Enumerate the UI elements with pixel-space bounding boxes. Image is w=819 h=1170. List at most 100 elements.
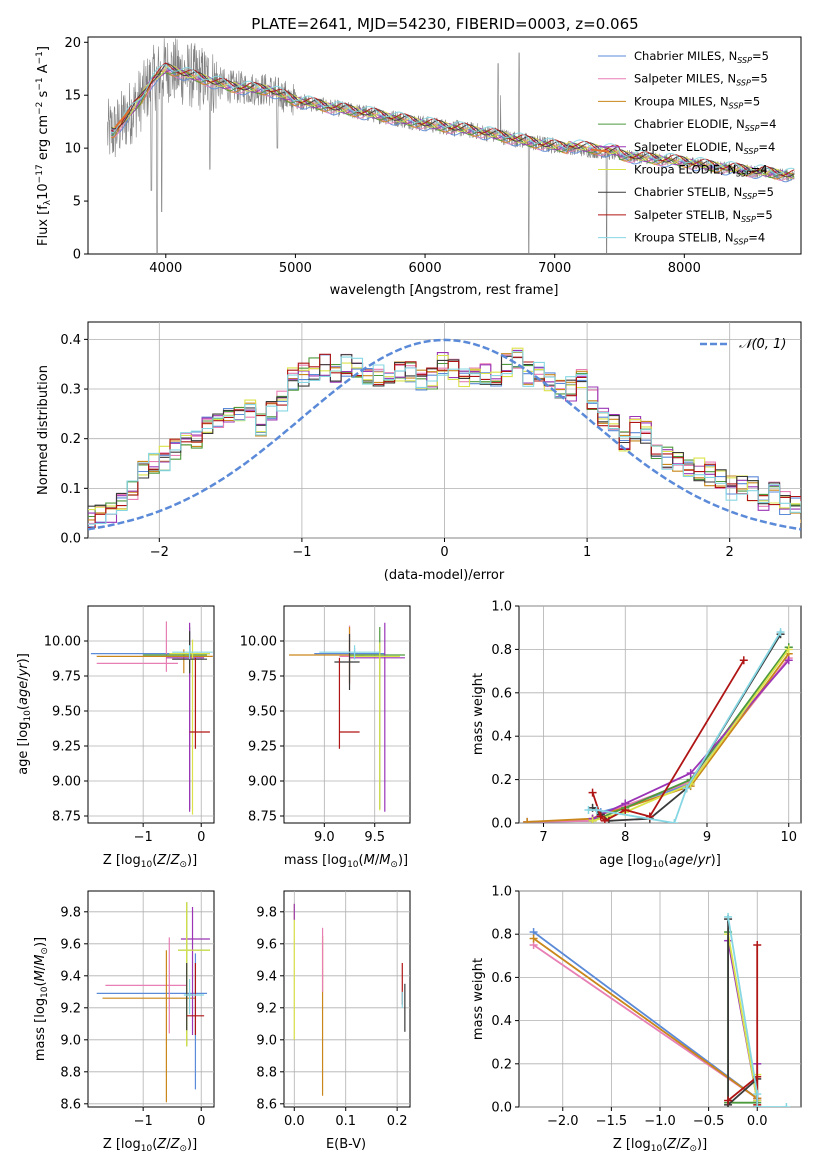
errorbar-point [96,621,178,672]
x-tick-label: 4000 [149,261,182,276]
x-tick-label: 7000 [538,261,571,276]
mass-vs-Z-panel: −1 0 8.6 8.8 9.0 9.2 9.4 9.6 9.8 Z [log10(Z/Z⊙)]… [33,890,215,1154]
y-tick-label: 1.0 [491,885,512,900]
legend-entry: Chabrier ELODIE, NSSP=4 [634,117,776,133]
errorbar-point [183,979,205,1015]
svg-text:E(B-V): E(B-V) [326,1137,366,1152]
svg-text:𝒩(0, 1): 𝒩(0, 1) [739,337,786,352]
errorbar-point [186,963,205,1035]
mass-weight-vs-Z-panel: −2.0 −1.5 −1.0 −0.5 0.0 0.0 0.2 0.4 0.6 0.8 1.0 Z … [471,885,802,1154]
mass-weight-line [527,653,790,823]
model-segment [590,148,610,153]
y-tick-label: 0.0 [491,817,512,832]
errorbar-point [102,950,196,1103]
y-tick-label: 9.6 [256,937,277,952]
y-tick-label: 9.2 [256,1001,277,1016]
x-tick-label: 0.1 [335,1114,356,1129]
plus-marker [724,912,733,921]
model-spectrum [111,62,795,176]
residuals-legend: 𝒩(0, 1) [700,337,786,352]
plot-area [90,621,213,815]
plus-marker [670,819,679,823]
y-tick-label: 20 [64,36,81,51]
errorbar-point [189,657,210,749]
y-tick-label: 0.0 [491,1101,512,1116]
plus-marker [600,816,609,823]
legend-entry: Salpeter MILES, NSSP=5 [634,72,768,88]
age-vs-mass-panel: 9.0 9.5 8.75 9.00 9.25 9.50 9.75 10.00 mass [lo… [240,605,411,870]
x-tick-label: −2 [150,545,169,560]
plot-area [107,38,795,254]
legend-entry: Kroupa ELODIE, NSSP=4 [634,163,768,179]
plot-area [289,622,405,812]
spectrum-ylabel: Flux [fλ10−17 erg cm−2 s−1 A−1] [35,46,53,246]
plus-marker [596,812,605,821]
spectrum-panel: 4000 5000 6000 7000 8000 0 5 10 15 20 wavelength … [35,36,802,298]
mass-weight-line [592,648,790,822]
x-tick-label: −1 [134,830,153,845]
svg-text:mass weight: mass weight [471,673,486,755]
x-tick-label: 0 [197,830,205,845]
residuals-ylabel: Normed distribution [36,365,51,495]
plus-marker [523,817,532,823]
x-tick-label: 9 [703,830,711,845]
y-tick-label: 9.0 [60,1033,81,1048]
plot-area [88,338,801,531]
age-vs-Z-panel: −1 0 8.75 9.00 9.25 9.50 9.75 10.00 Z [log10(Z/… [16,605,215,870]
plus-marker [753,1103,762,1107]
y-tick-label: 10.00 [44,635,81,650]
legend-entry: Kroupa STELIB, NSSP=4 [634,231,765,247]
legend-entry: Salpeter ELODIE, NSSP=4 [634,140,775,156]
plus-marker [621,805,630,814]
spectrum-legend: Chabrier MILES, NSSP=5 Salpeter MILES, NS… [598,49,776,247]
plus-marker [739,656,748,665]
y-tick-label: 9.0 [256,1033,277,1048]
model-spectrum [111,67,795,180]
x-tick-label: 1 [583,545,591,560]
y-tick-label: 9.00 [52,775,81,790]
y-tick-label: 0.0 [60,532,81,547]
svg-text:age [log10(age/yr)]: age [log10(age/yr)] [16,653,33,775]
plus-marker [588,788,597,797]
x-tick-label: 9.0 [314,830,335,845]
y-tick-label: 0.4 [60,333,81,348]
residual-histogram [88,351,801,525]
plot-area [96,902,210,1103]
y-tick-label: 8.8 [256,1065,277,1080]
plus-marker [784,656,793,665]
plus-marker [584,805,593,814]
y-tick-label: 9.4 [60,969,81,984]
y-tick-label: 5 [73,195,81,210]
gaussian-curve [88,338,801,531]
y-tick-label: 9.2 [60,1001,81,1016]
plus-marker [753,941,762,949]
y-tick-label: 8.6 [60,1097,81,1112]
y-tick-label: 9.6 [60,937,81,952]
model-segment [114,109,131,129]
svg-text:mass [log10(M/M⊙)]: mass [log10(M/M⊙)] [284,853,408,870]
y-tick-label: 8.8 [60,1065,81,1080]
plus-marker [588,816,597,823]
legend-entry: Salpeter STELIB, NSSP=5 [634,208,773,224]
errorbar-point [349,642,400,811]
plus-marker [782,1103,791,1107]
plus-marker [784,645,793,654]
residuals-xlabel: (data-model)/error [384,568,505,583]
errorbar-point [105,937,187,1034]
x-tick-label: −1 [134,1114,153,1129]
errorbar-point [349,622,405,812]
x-tick-label: 6000 [409,261,442,276]
x-tick-label: −1.0 [644,1114,676,1129]
plus-marker [724,1096,733,1105]
y-tick-label: 9.25 [248,740,277,755]
x-tick-label: −1.5 [596,1114,628,1129]
mass-weight-line [591,659,745,822]
y-tick-label: 9.4 [256,969,277,984]
mass-weight-line [727,916,787,1107]
y-tick-label: 10 [64,142,81,157]
x-tick-label: 0.0 [747,1114,768,1129]
y-tick-label: 0 [73,248,81,263]
x-tick-label: 0 [440,545,448,560]
plus-marker [682,784,691,793]
svg-text:Z [log10(Z/Z⊙)]: Z [log10(Z/Z⊙)] [103,1137,197,1154]
